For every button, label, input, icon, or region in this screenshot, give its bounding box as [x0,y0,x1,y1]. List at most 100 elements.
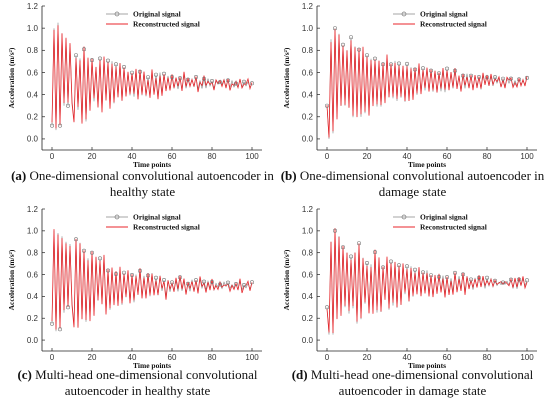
y-tick-label: 1.0 [302,227,314,236]
data-point-original [114,62,119,67]
data-point-original [57,123,62,128]
y-tick-label: 0.2 [302,314,314,323]
data-point-original [341,245,346,250]
data-point-original [130,70,135,75]
data-point-original [493,278,498,283]
data-point-original [202,76,207,81]
data-point-original [90,250,95,255]
data-point-original [178,275,183,280]
chart-panel-d: 0.0 0.2 0.4 0.6 0.8 1.0 1.2 0 20 40 60 80 100 Time po… [275,201,550,402]
data-point-original [218,80,223,85]
series-line-reconstructed [326,228,528,334]
data-point-original [453,270,458,275]
data-point-original [381,265,386,270]
data-point-original [122,270,127,275]
y-tick-label: 0.8 [302,248,314,257]
data-point-original [509,277,514,282]
data-point-original [357,47,362,52]
data-point-original [250,280,255,285]
y-tick-label: 1.2 [302,2,314,11]
x-tick-label: 60 [168,353,177,362]
data-point-original [154,275,159,280]
data-point-original [138,69,143,74]
data-point-original [114,272,119,277]
x-axis-label: Time points [408,160,446,169]
data-point-original [194,75,199,80]
y-tick-label: 0.0 [27,135,39,144]
legend-label-original: Original signal [420,213,468,222]
y-tick-label: 0.4 [27,90,39,99]
data-point-original [469,277,474,282]
x-tick-label: 80 [208,353,217,362]
data-point-original [525,75,530,80]
data-point-original [509,76,514,81]
data-point-original [74,237,79,242]
caption-text: Multi-head one-dimensional convolutional… [31,367,258,398]
legend-label-reconstructed: Reconstructed signal [420,20,487,29]
x-tick-label: 60 [443,152,452,161]
y-tick-label: 0.0 [302,336,314,345]
data-point-original [437,71,442,76]
chart-plot: 0.0 0.2 0.4 0.6 0.8 1.0 1.2 0 20 40 60 80 100 Time po… [0,201,275,371]
chart-caption: (a) One-dimensional convolutional autoen… [10,168,275,200]
x-tick-label: 100 [520,152,534,161]
data-point-original [242,79,247,84]
data-point-original [66,305,71,310]
chart-panel-a: 0.0 0.2 0.4 0.6 0.8 1.0 1.2 0 20 40 60 80 100 Time po… [0,0,275,201]
x-tick-label: 60 [168,152,177,161]
data-point-original [82,248,87,253]
chart-plot: 0.0 0.2 0.4 0.6 0.8 1.0 1.2 0 20 40 60 80 100 Time po… [0,0,275,170]
data-point-original [106,268,111,273]
data-point-original [349,35,354,40]
y-tick-label: 0.6 [302,68,314,77]
y-tick-label: 1.2 [27,2,39,11]
data-point-original [413,267,418,272]
data-point-original [49,321,54,326]
y-tick-label: 0.4 [302,90,314,99]
data-point-original [98,56,103,61]
chart-panel-c: 0.0 0.2 0.4 0.6 0.8 1.0 1.2 0 20 40 60 80 100 Time po… [0,201,275,402]
y-tick-label: 1.2 [27,205,39,214]
legend-label-reconstructed: Reconstructed signal [133,223,200,232]
legend-label-original: Original signal [133,213,181,222]
legend-marker-original [114,214,120,220]
data-point-original [170,75,175,80]
x-tick-label: 40 [403,152,412,161]
y-tick-label: 0.6 [27,270,39,279]
data-point-original [389,62,394,67]
x-axis-label: Time points [133,160,171,169]
caption-label: (a) [11,168,27,183]
y-tick-label: 0.0 [302,135,314,144]
data-point-original [138,268,143,273]
data-point-original [517,277,522,282]
y-tick-label: 0.6 [27,68,39,77]
data-point-original [477,75,482,80]
data-point-original [341,42,346,47]
y-axis-label: Acceleration (m/s²) [282,47,291,108]
chart-svg: 0.0 0.2 0.4 0.6 0.8 1.0 1.2 0 20 40 60 80 100 Time po… [282,205,537,370]
chart-plot: 0.0 0.2 0.4 0.6 0.8 1.0 1.2 0 20 40 60 80 100 Time po… [275,201,550,371]
x-tick-label: 40 [403,353,412,362]
data-point-original [186,77,191,82]
data-point-original [437,274,442,279]
data-point-original [226,78,231,83]
y-tick-label: 0.0 [27,336,39,345]
chart-plot: 0.0 0.2 0.4 0.6 0.8 1.0 1.2 0 20 40 60 80 100 Time po… [275,0,550,170]
y-tick-label: 1.0 [27,24,39,33]
data-point-original [154,72,159,77]
data-point-original [389,259,394,264]
legend-label-original: Original signal [420,10,468,19]
data-point-original [365,260,370,265]
y-tick-label: 1.2 [302,205,314,214]
series-line-reconstructed [51,25,253,129]
chart-svg: 0.0 0.2 0.4 0.6 0.8 1.0 1.2 0 20 40 60 80 100 Time po… [282,2,537,169]
x-tick-label: 0 [50,353,55,362]
data-point-original [218,282,223,287]
y-axis-label: Acceleration (m/s²) [7,249,16,310]
data-point-original [146,273,151,278]
legend-label-reconstructed: Reconstructed signal [420,223,487,232]
y-tick-label: 0.2 [302,113,314,122]
x-tick-label: 20 [363,152,372,161]
caption-label: (b) [280,168,297,183]
data-point-original [501,76,506,81]
